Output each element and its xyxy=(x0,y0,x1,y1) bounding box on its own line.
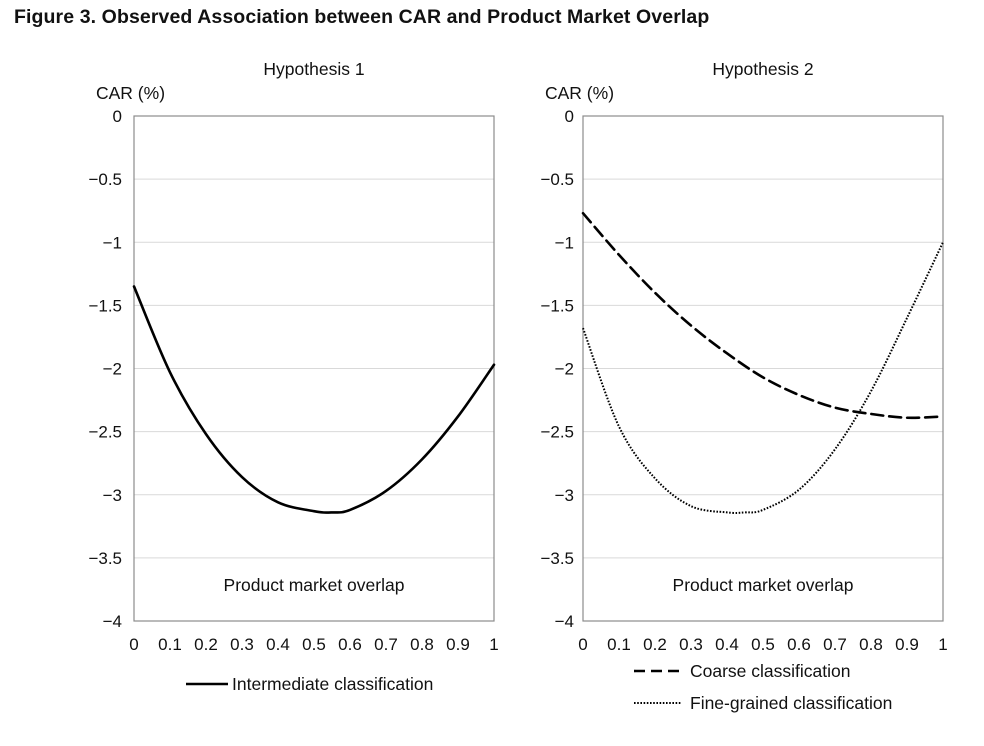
x-tick-label: 0.3 xyxy=(679,635,703,654)
y-tick-label: 0 xyxy=(565,107,574,126)
legend-label: Intermediate classification xyxy=(232,674,433,694)
y-tick-label: −1.5 xyxy=(540,296,574,315)
series-line-1-1 xyxy=(132,285,496,514)
y-tick-label: −1 xyxy=(103,233,122,252)
x-tick-label: 0.9 xyxy=(895,635,919,654)
x-tick-label: 0.1 xyxy=(607,635,631,654)
y-tick-label: −2.5 xyxy=(88,423,122,442)
x-tick-label: 0.7 xyxy=(823,635,847,654)
y-tick-label: −3.5 xyxy=(88,549,122,568)
legend-label: Fine-grained classification xyxy=(690,693,892,713)
x-tick-label: 0.4 xyxy=(266,635,290,654)
y-tick-label: −3 xyxy=(103,486,122,505)
x-tick-label: 0.5 xyxy=(751,635,775,654)
y-tick-label: −0.5 xyxy=(540,170,574,189)
x-tick-label: 0 xyxy=(578,635,587,654)
y-tick-label: −1 xyxy=(555,233,574,252)
x-tick-label: 0.8 xyxy=(859,635,883,654)
x-tick-label: 0.9 xyxy=(446,635,470,654)
y-tick-label: −3.5 xyxy=(540,549,574,568)
x-tick-label: 0.6 xyxy=(338,635,362,654)
y-axis-label: CAR (%) xyxy=(545,83,614,103)
panel-title: Hypothesis 2 xyxy=(712,59,813,79)
x-tick-label: 0.5 xyxy=(302,635,326,654)
y-tick-label: −2 xyxy=(555,360,574,379)
x-axis-label: Product market overlap xyxy=(673,575,854,595)
x-tick-label: 0.3 xyxy=(230,635,254,654)
y-tick-label: −0.5 xyxy=(88,170,122,189)
y-tick-label: 0 xyxy=(113,107,122,126)
x-tick-label: 0.8 xyxy=(410,635,434,654)
y-tick-label: −3 xyxy=(555,486,574,505)
panel-title: Hypothesis 1 xyxy=(263,59,364,79)
y-axis-label: CAR (%) xyxy=(96,83,165,103)
plot-frame xyxy=(133,115,495,622)
x-tick-label: 0.1 xyxy=(158,635,182,654)
x-tick-label: 0 xyxy=(129,635,138,654)
figure-title: Figure 3. Observed Association between C… xyxy=(14,6,710,28)
series-line-2-2 xyxy=(582,241,944,514)
x-axis-label: Product market overlap xyxy=(224,575,405,595)
y-tick-label: −2 xyxy=(103,360,122,379)
legend-label: Coarse classification xyxy=(690,661,850,681)
chart-panel-2: 0−0.5−1−1.5−2−2.5−3−3.5−40 0.1 0.2 0.3 0.4 0.… xyxy=(540,59,947,713)
series-line-2-1 xyxy=(581,211,945,420)
y-tick-label: −4 xyxy=(103,612,122,631)
x-tick-label: 0.7 xyxy=(374,635,398,654)
y-tick-label: −2.5 xyxy=(540,423,574,442)
y-tick-label: −1.5 xyxy=(88,296,122,315)
x-tick-label: 0.6 xyxy=(787,635,811,654)
x-tick-label: 1 xyxy=(489,635,498,654)
x-tick-label: 0.4 xyxy=(715,635,739,654)
plot-frame xyxy=(582,115,944,622)
chart-panel-1: 0 −0.5 −1 −1.5 −2 −2.5 −3 −3.5 −4 0 0.1 0.2 0.3 0.4 0.… xyxy=(88,59,498,694)
x-tick-label: 1 xyxy=(938,635,947,654)
x-tick-label: 0.2 xyxy=(194,635,218,654)
y-tick-label: −4 xyxy=(555,612,574,631)
x-tick-label: 0.2 xyxy=(643,635,667,654)
